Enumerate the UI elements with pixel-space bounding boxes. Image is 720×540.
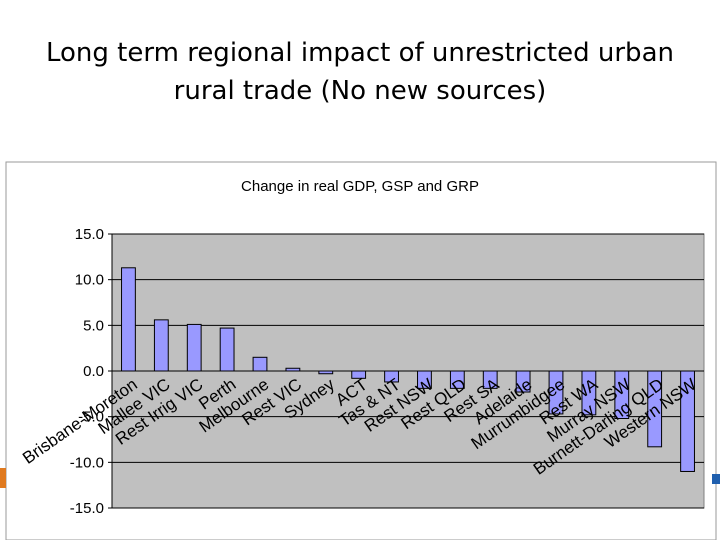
bar-series: [121, 267, 695, 472]
y-tick-label: -10.0: [70, 454, 104, 471]
bar: [647, 370, 663, 448]
chart-title: Change in real GDP, GSP and GRP: [241, 178, 479, 195]
bar: [548, 370, 564, 415]
bar: [219, 327, 235, 372]
bar: [614, 370, 630, 419]
bar: [351, 370, 367, 379]
slide-title-line-1: Long term regional impact of unrestricte…: [46, 38, 674, 68]
bar: [417, 370, 432, 389]
gridlines: [112, 233, 704, 509]
y-tick-label: -15.0: [70, 500, 104, 517]
bar: [680, 370, 695, 472]
bar: [186, 323, 202, 372]
y-axis-ticks: 15.0 10.0 5.0 0.0 -5.0 -10.0 -15.0: [70, 226, 112, 517]
bar: [515, 370, 531, 393]
bar: [449, 370, 465, 389]
slide-title-line-2: rural trade (No new sources): [173, 76, 547, 106]
slide-title: Long term regional impact of unrestricte…: [0, 34, 720, 110]
bar: [285, 367, 301, 372]
bar: [384, 370, 399, 383]
y-tick-label: 15.0: [75, 226, 104, 243]
y-tick-label: 5.0: [83, 317, 104, 334]
accent-bar-right: [712, 474, 720, 484]
y-tick-label: -5.0: [78, 409, 104, 426]
bar: [252, 356, 268, 372]
bar: [581, 370, 597, 416]
y-tick-label: 0.0: [83, 363, 104, 380]
bar: [482, 370, 498, 389]
bar: [153, 319, 169, 372]
bar: [318, 370, 334, 375]
bar: [121, 267, 136, 372]
y-tick-label: 10.0: [75, 272, 104, 289]
accent-bar-left: [0, 468, 6, 488]
